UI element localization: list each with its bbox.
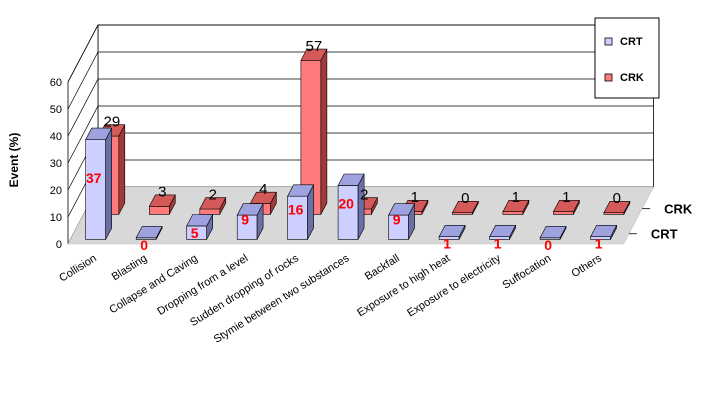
bar-crk <box>148 194 176 215</box>
data-label-crt: 1 <box>595 236 603 252</box>
legend: CRT CRK <box>594 17 660 99</box>
legend-swatch-crt <box>604 37 613 46</box>
data-label-crt: 5 <box>191 225 199 241</box>
bar-crt <box>539 226 567 240</box>
bar-crk-top <box>300 48 328 61</box>
bar-crt <box>186 214 214 240</box>
bar-crk-front <box>199 208 221 215</box>
data-label-crt: 0 <box>544 237 552 253</box>
y-tick-label: 20 <box>50 185 62 197</box>
bar-crk-top <box>603 201 631 213</box>
gridline <box>67 51 654 110</box>
bar-crt-top <box>135 226 163 239</box>
bar-crt-top <box>287 184 315 197</box>
data-label-crk: 29 <box>104 113 121 130</box>
data-label-crt: 16 <box>288 201 304 217</box>
data-label-crk: 2 <box>360 186 368 203</box>
gridline <box>67 24 654 83</box>
y-tick-label: 30 <box>50 158 62 170</box>
bar-crt <box>135 226 163 240</box>
bar-crt <box>388 203 416 240</box>
bar-crk-top <box>552 200 580 212</box>
data-label-crk: 0 <box>461 190 469 207</box>
data-label-crk: 57 <box>306 38 323 55</box>
category-label: Backfall <box>363 252 402 283</box>
data-label-crk: 0 <box>613 190 621 207</box>
data-label-crt: 9 <box>241 212 249 228</box>
bar-crk-front <box>149 206 170 215</box>
category-label: Exposure to electricity <box>405 252 503 319</box>
bar-crk <box>502 200 530 215</box>
y-tick-label: 60 <box>50 77 62 89</box>
data-label-crt: 1 <box>443 236 451 252</box>
y-tick-label: 40 <box>50 131 62 143</box>
bar-crk-top <box>249 191 277 204</box>
bar-crt-top <box>337 173 365 186</box>
bar-crt <box>85 127 113 240</box>
y-axis-label: Event (%) <box>7 133 21 188</box>
bar-crt-top <box>388 203 416 216</box>
gridline <box>67 105 654 164</box>
y-tick-label: 10 <box>50 212 62 224</box>
bar-crt <box>236 203 264 240</box>
bar-crt-top <box>590 225 618 237</box>
data-label-crk: 1 <box>562 189 570 206</box>
data-label-crt: 1 <box>494 236 502 252</box>
bar-crk-top <box>199 197 227 210</box>
category-label: Suffocation <box>500 252 553 291</box>
data-label-crk: 1 <box>411 189 419 206</box>
bar-crt-front <box>85 139 106 240</box>
category-label: Blasting <box>110 252 150 283</box>
data-label-crt: 20 <box>338 195 354 211</box>
bar-crk-top <box>148 194 176 207</box>
category-label: Collision <box>57 252 99 284</box>
bar-crk-side <box>118 124 126 215</box>
bar-crt-top <box>438 225 466 237</box>
bar-crk <box>199 197 227 215</box>
legend-swatch-crk <box>604 73 613 82</box>
bar-crk-front <box>502 211 524 215</box>
legend-box <box>594 17 660 99</box>
category-label: Collapse and Caving <box>107 252 199 316</box>
depth-label: CRK <box>664 202 693 217</box>
depth-label: CRT <box>651 227 678 242</box>
legend-label-crk: CRK <box>620 72 644 84</box>
y-tick-label: 0 <box>56 239 62 251</box>
data-label-crk: 3 <box>158 184 166 201</box>
legend-label-crt: CRT <box>620 36 643 48</box>
bar-crt <box>590 225 618 240</box>
bar-crt-top <box>236 203 264 216</box>
bar-crt <box>337 173 365 240</box>
category-label: Exposure to high heat <box>355 252 452 319</box>
bar-crk-front <box>553 211 574 215</box>
category-label: Others <box>569 252 604 280</box>
gridline <box>67 78 654 137</box>
bar-crt <box>438 225 466 240</box>
bar-crk-top <box>502 200 530 212</box>
bar-crt-top <box>85 127 113 140</box>
y-tick-label: 50 <box>50 104 62 116</box>
data-label-crt: 9 <box>393 212 401 228</box>
bar-crt-front <box>337 185 359 240</box>
bar-crk-top <box>451 201 479 213</box>
bar-crt-top <box>539 226 567 239</box>
bar-crt-top <box>489 225 517 237</box>
bar-crt-top <box>186 214 214 227</box>
bar-crt <box>489 225 517 240</box>
bar-crt <box>287 184 315 240</box>
data-label-crt: 0 <box>140 237 148 253</box>
bar-crk-side <box>320 48 328 215</box>
data-label-crt: 37 <box>86 170 102 186</box>
data-label-crk: 4 <box>259 181 267 198</box>
category-label: Dropping from a level <box>155 252 250 318</box>
bar-crk <box>552 200 580 215</box>
bar-crk <box>603 201 631 215</box>
bar-crk <box>451 201 479 215</box>
data-label-crk: 1 <box>512 189 520 206</box>
data-label-crk: 2 <box>209 186 217 203</box>
bar-crk <box>300 48 328 215</box>
bar-crt-side <box>105 127 112 240</box>
